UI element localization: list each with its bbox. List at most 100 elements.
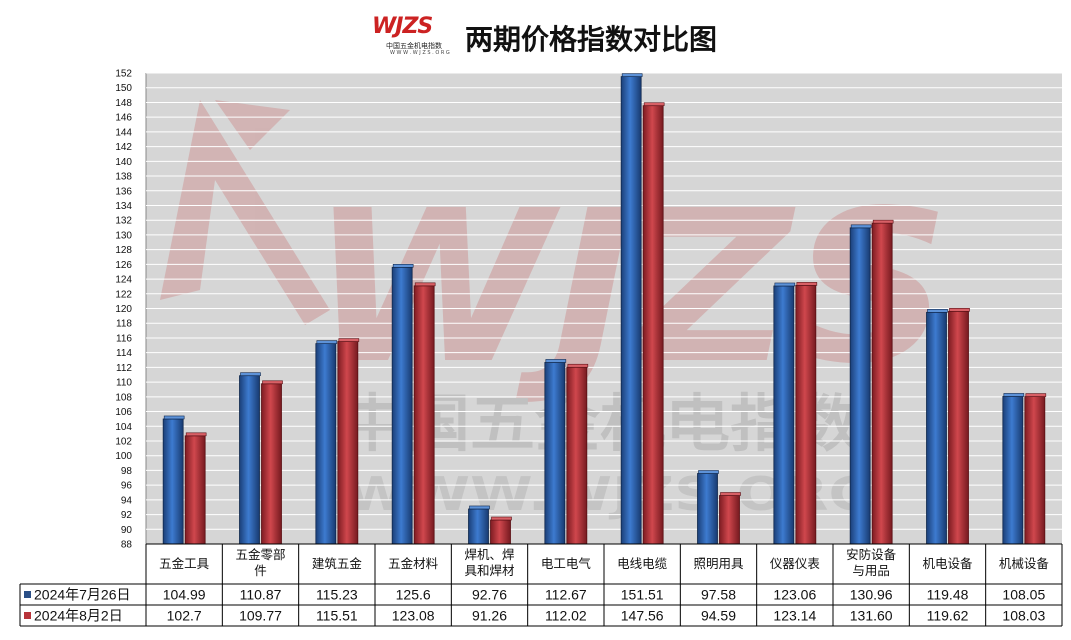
legend-swatch-1 bbox=[24, 591, 31, 598]
x-category-label-line: 五金零部 bbox=[235, 547, 285, 562]
bar-s2-5 bbox=[566, 366, 588, 545]
y-tick-label: 94 bbox=[121, 495, 133, 506]
bar-s1-2 bbox=[315, 343, 337, 545]
bar-s1-5 bbox=[544, 362, 566, 545]
data-label-s2: 108.03 bbox=[1002, 608, 1045, 624]
bar-s2-0 bbox=[184, 435, 206, 545]
data-label-s2: 119.62 bbox=[927, 608, 969, 624]
bar-top-s1-2 bbox=[316, 340, 338, 344]
y-tick-label: 112 bbox=[116, 363, 132, 374]
data-label-s1: 125.6 bbox=[396, 587, 431, 603]
wjzs-logo: WJZS 中国五金机电指数 W W W . W J Z S . O R G bbox=[372, 14, 454, 60]
y-tick-label: 130 bbox=[115, 230, 132, 241]
data-label-s2: 115.51 bbox=[316, 608, 358, 624]
bar-top-s2-8 bbox=[796, 282, 818, 286]
y-tick-label: 134 bbox=[115, 201, 132, 212]
x-category-label-line: 焊机、焊 bbox=[464, 547, 514, 562]
data-label-s1: 115.23 bbox=[316, 587, 358, 603]
y-tick-label: 116 bbox=[116, 333, 132, 344]
bar-top-s2-7 bbox=[720, 492, 741, 496]
bar-s2-8 bbox=[795, 284, 817, 545]
data-label-s1: 104.99 bbox=[163, 587, 206, 603]
y-tick-label: 150 bbox=[115, 83, 132, 94]
y-tick-label: 120 bbox=[115, 304, 132, 315]
x-category-label: 五金材料 bbox=[388, 556, 439, 571]
data-label-s1: 112.67 bbox=[545, 587, 587, 603]
bar-s1-8 bbox=[773, 285, 795, 545]
bar-top-s1-0 bbox=[163, 415, 185, 420]
bar-top-s1-11 bbox=[1003, 393, 1025, 397]
x-category-label-line: 具和焊材 bbox=[464, 563, 514, 578]
y-tick-label: 142 bbox=[115, 142, 132, 153]
bar-s1-11 bbox=[1002, 396, 1024, 545]
y-tick-label: 128 bbox=[115, 245, 132, 256]
bar-top-s2-11 bbox=[1025, 393, 1047, 397]
data-label-s1: 119.48 bbox=[927, 587, 969, 603]
bar-top-s1-10 bbox=[927, 309, 948, 313]
x-category-label-line: 安防设备 bbox=[846, 547, 897, 562]
data-label-s1: 110.87 bbox=[240, 587, 282, 603]
bar-s1-9 bbox=[849, 227, 871, 545]
y-tick-label: 148 bbox=[115, 98, 132, 109]
bar-top-s1-7 bbox=[698, 470, 719, 474]
bar-top-s2-2 bbox=[338, 338, 360, 342]
y-tick-label: 144 bbox=[115, 127, 132, 138]
legend-label-2: 2024年8月2日 bbox=[34, 608, 123, 624]
y-tick-label: 108 bbox=[115, 392, 132, 403]
bar-top-s2-0 bbox=[185, 432, 207, 437]
bar-top-s1-9 bbox=[850, 224, 872, 229]
bar-top-s1-1 bbox=[240, 372, 261, 376]
y-tick-label: 138 bbox=[115, 172, 132, 183]
data-label-s1: 130.96 bbox=[850, 587, 893, 603]
y-tick-label: 146 bbox=[115, 113, 132, 124]
data-label-s1: 151.51 bbox=[621, 587, 664, 603]
bar-s2-10 bbox=[948, 310, 969, 545]
x-category-label: 建筑五金 bbox=[312, 556, 363, 571]
y-tick-label: 126 bbox=[115, 260, 132, 271]
x-category-label: 焊机、焊具和焊材 bbox=[464, 547, 514, 578]
data-label-s2: 123.14 bbox=[773, 608, 816, 624]
x-category-label: 电线电缆 bbox=[617, 556, 668, 571]
data-label-s1: 108.05 bbox=[1002, 587, 1045, 603]
x-category-label: 五金工具 bbox=[159, 556, 210, 571]
logo-mark: WJZS bbox=[372, 14, 433, 39]
x-category-label: 仪器仪表 bbox=[770, 556, 821, 571]
bar-s2-11 bbox=[1024, 396, 1046, 545]
bar-top-s1-8 bbox=[774, 282, 796, 287]
bar-top-s1-4 bbox=[469, 505, 490, 510]
y-tick-label: 118 bbox=[116, 319, 132, 330]
y-tick-label: 152 bbox=[115, 69, 132, 80]
data-label-s2: 112.02 bbox=[545, 608, 587, 624]
chart-title: 两期价格指数对比图 bbox=[465, 23, 718, 56]
chart-header: WJZS 中国五金机电指数 W W W . W J Z S . O R G 两期… bbox=[0, 0, 1071, 62]
y-tick-label: 90 bbox=[121, 525, 133, 536]
watermark-arrow bbox=[160, 100, 330, 325]
y-tick-label: 88 bbox=[121, 540, 133, 551]
legend-label-1: 2024年7月26日 bbox=[34, 587, 131, 603]
data-label-s2: 94.59 bbox=[701, 608, 736, 624]
data-label-s1: 97.58 bbox=[701, 587, 736, 603]
bar-s2-4 bbox=[490, 519, 511, 545]
x-category-label-line: 与用品 bbox=[852, 563, 890, 578]
bar-top-s2-6 bbox=[643, 102, 665, 106]
bar-s2-7 bbox=[719, 495, 740, 545]
legend-swatch-2 bbox=[24, 612, 31, 619]
data-label-s2: 109.77 bbox=[239, 608, 282, 624]
y-tick-label: 114 bbox=[116, 348, 132, 359]
bar-s2-3 bbox=[413, 285, 435, 545]
bar-s1-7 bbox=[697, 473, 718, 545]
bar-s1-4 bbox=[468, 508, 489, 545]
bar-top-s1-6 bbox=[621, 73, 643, 77]
bar-top-s2-9 bbox=[872, 219, 894, 224]
bar-s2-1 bbox=[261, 383, 282, 545]
bar-s2-9 bbox=[871, 222, 893, 545]
data-label-s1: 92.76 bbox=[472, 587, 507, 603]
y-tick-label: 140 bbox=[115, 157, 132, 168]
bar-s2-6 bbox=[642, 105, 664, 545]
x-category-label: 照明用具 bbox=[693, 556, 744, 571]
bar-s1-10 bbox=[926, 311, 947, 545]
y-tick-label: 110 bbox=[116, 378, 132, 389]
logo-chinese-text: 中国五金机电指数 bbox=[386, 42, 442, 50]
y-tick-label: 136 bbox=[115, 186, 132, 197]
